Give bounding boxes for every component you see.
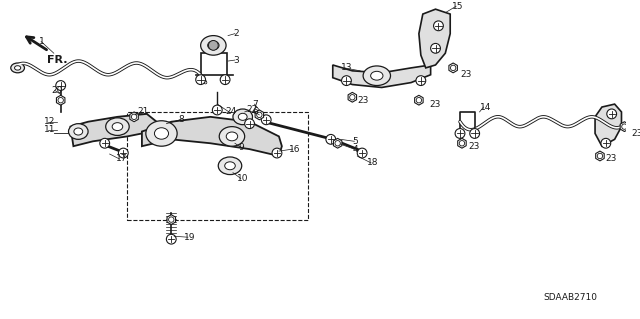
Circle shape [261,115,271,125]
Text: 23: 23 [631,129,640,138]
Ellipse shape [68,124,88,139]
Circle shape [326,134,336,144]
Circle shape [56,81,65,90]
Text: 23: 23 [606,154,617,163]
Text: 6: 6 [253,108,259,116]
Circle shape [209,41,218,50]
Polygon shape [596,151,604,161]
Polygon shape [458,138,466,148]
Ellipse shape [11,63,24,73]
Ellipse shape [154,128,168,139]
Text: SDAAB2710: SDAAB2710 [543,293,597,302]
Circle shape [470,129,479,138]
Circle shape [220,75,230,85]
Circle shape [601,138,611,148]
Polygon shape [167,215,175,225]
Text: 18: 18 [367,158,378,167]
Ellipse shape [200,36,226,55]
Text: 2: 2 [233,29,239,38]
Text: 22: 22 [246,106,258,115]
Text: 3: 3 [233,56,239,64]
Circle shape [166,234,176,244]
Ellipse shape [207,41,219,50]
Ellipse shape [238,113,247,120]
Circle shape [118,148,128,158]
Text: 17: 17 [115,154,127,163]
Polygon shape [255,110,264,120]
Text: 9: 9 [239,143,244,152]
Text: 24: 24 [225,108,236,116]
Polygon shape [56,95,65,105]
Text: 16: 16 [289,145,300,154]
Polygon shape [333,138,342,148]
Polygon shape [595,104,621,146]
Circle shape [357,148,367,158]
Text: 8: 8 [178,115,184,124]
Text: 1: 1 [39,37,45,46]
Ellipse shape [218,157,242,174]
Ellipse shape [233,109,253,125]
Ellipse shape [226,132,237,141]
Ellipse shape [363,66,390,85]
Circle shape [212,105,222,115]
Circle shape [431,43,440,53]
Text: FR.: FR. [47,55,67,65]
Polygon shape [449,63,458,73]
Ellipse shape [371,71,383,80]
Text: 20: 20 [51,86,62,95]
Text: 10: 10 [237,174,248,183]
Polygon shape [348,93,356,102]
Circle shape [433,21,444,31]
Text: 12: 12 [44,117,56,126]
Text: 21: 21 [137,108,148,116]
Ellipse shape [112,123,123,130]
Text: 23: 23 [429,100,441,108]
Ellipse shape [74,128,83,135]
Circle shape [196,75,205,85]
Circle shape [607,109,616,119]
Text: 23: 23 [460,70,472,79]
Ellipse shape [106,118,129,136]
Polygon shape [620,122,628,131]
Circle shape [455,129,465,138]
Polygon shape [142,117,282,156]
Text: 23: 23 [357,96,369,105]
Text: 7: 7 [253,100,259,108]
Text: 5: 5 [353,137,358,146]
Text: 19: 19 [184,233,195,242]
Circle shape [416,76,426,85]
Text: 4: 4 [353,145,358,154]
Circle shape [342,76,351,85]
Polygon shape [333,65,431,87]
Polygon shape [130,112,138,122]
Text: 11: 11 [44,125,56,134]
Polygon shape [70,114,157,146]
Text: 15: 15 [452,2,463,11]
Circle shape [100,138,109,148]
Ellipse shape [15,66,20,70]
Circle shape [244,119,255,129]
Polygon shape [415,95,423,105]
Text: 13: 13 [340,63,352,72]
Circle shape [272,148,282,158]
Polygon shape [419,9,450,68]
Text: 14: 14 [479,102,491,112]
Ellipse shape [220,127,244,146]
Ellipse shape [146,121,177,146]
Ellipse shape [225,162,236,170]
Text: 23: 23 [469,142,480,151]
